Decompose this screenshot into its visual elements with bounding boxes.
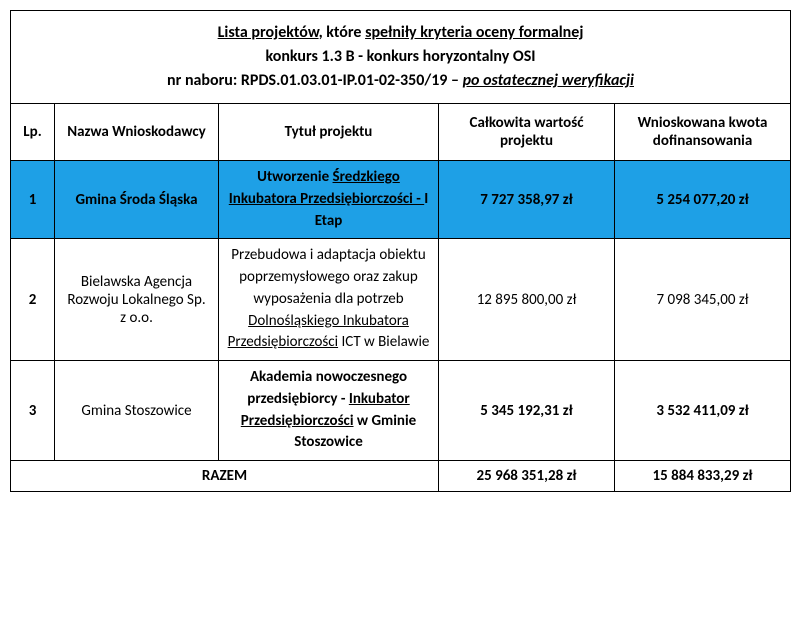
cell-title: Akademia nowoczesnego przedsiębiorcy - I… (219, 361, 439, 461)
cell-value: 7 727 358,97 zł (439, 161, 615, 239)
cell-title: Przebudowa i adaptacja obiektu poprzemys… (219, 239, 439, 361)
col-lp-header: Lp. (11, 104, 55, 161)
table-row: 1 Gmina Środa Śląska Utworzenie Średzkie… (11, 161, 791, 239)
cell-name: Gmina Stoszowice (55, 361, 219, 461)
totals-label: RAZEM (11, 461, 439, 492)
col-name-header: Nazwa Wnioskodawcy (55, 104, 219, 161)
title-line3-prefix: nr naboru: RPDS.01.03.01-IP.01-02-350/19… (167, 71, 463, 90)
header-row: Lp. Nazwa Wnioskodawcy Tytuł projektu Ca… (11, 104, 791, 161)
title-line1-u-suffix: spełniły kryteria oceny formalnej (365, 23, 583, 42)
table-title: Lista projektów, które spełniły kryteria… (11, 11, 791, 104)
cell-funding: 7 098 345,00 zł (615, 239, 791, 361)
totals-row: RAZEM 25 968 351,28 zł 15 884 833,29 zł (11, 461, 791, 492)
cell-name: Gmina Środa Śląska (55, 161, 219, 239)
title-row: Lista projektów, które spełniły kryteria… (11, 11, 791, 104)
totals-value: 25 968 351,28 zł (439, 461, 615, 492)
cell-value: 5 345 192,31 zł (439, 361, 615, 461)
cell-name: Bielawska Agencja Rozwoju Lokalnego Sp. … (55, 239, 219, 361)
cell-lp: 1 (11, 161, 55, 239)
cell-funding: 3 532 411,09 zł (615, 361, 791, 461)
cell-funding: 5 254 077,20 zł (615, 161, 791, 239)
cell-title: Utworzenie Średzkiego Inkubatora Przedsi… (219, 161, 439, 239)
cell-lp: 3 (11, 361, 55, 461)
title-line1-rest: , które (319, 23, 366, 42)
totals-funding: 15 884 833,29 zł (615, 461, 791, 492)
cell-lp: 2 (11, 239, 55, 361)
table-row: 3 Gmina Stoszowice Akademia nowoczesnego… (11, 361, 791, 461)
col-title-header: Tytuł projektu (219, 104, 439, 161)
cell-value: 12 895 800,00 zł (439, 239, 615, 361)
table-row: 2 Bielawska Agencja Rozwoju Lokalnego Sp… (11, 239, 791, 361)
title-line1-u-prefix: Lista projektów (218, 23, 319, 42)
projects-table: Lista projektów, które spełniły kryteria… (10, 10, 791, 492)
title-line2: konkurs 1.3 B - konkurs horyzontalny OSI (265, 47, 535, 66)
col-value-header: Całkowita wartość projektu (439, 104, 615, 161)
col-funding-header: Wnioskowana kwota dofinansowania (615, 104, 791, 161)
title-line3-u: po ostatecznej weryfikacji (463, 71, 634, 90)
